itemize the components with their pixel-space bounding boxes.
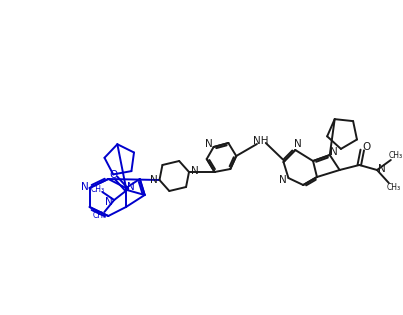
Text: N: N <box>295 139 302 149</box>
Text: CH₃: CH₃ <box>92 211 106 220</box>
Text: N: N <box>150 175 158 185</box>
Text: CH₃: CH₃ <box>90 185 104 193</box>
Text: CH₃: CH₃ <box>388 152 403 161</box>
Text: O: O <box>109 170 117 180</box>
Text: N: N <box>278 175 287 185</box>
Text: O: O <box>362 142 370 152</box>
Text: N: N <box>330 147 338 157</box>
Text: N: N <box>106 197 113 207</box>
Text: N: N <box>127 182 135 192</box>
Text: NH: NH <box>253 136 269 146</box>
Text: N: N <box>191 166 199 176</box>
Text: N: N <box>81 182 89 192</box>
Text: N: N <box>378 164 386 174</box>
Text: CH₃: CH₃ <box>387 182 401 192</box>
Text: N: N <box>205 139 212 149</box>
